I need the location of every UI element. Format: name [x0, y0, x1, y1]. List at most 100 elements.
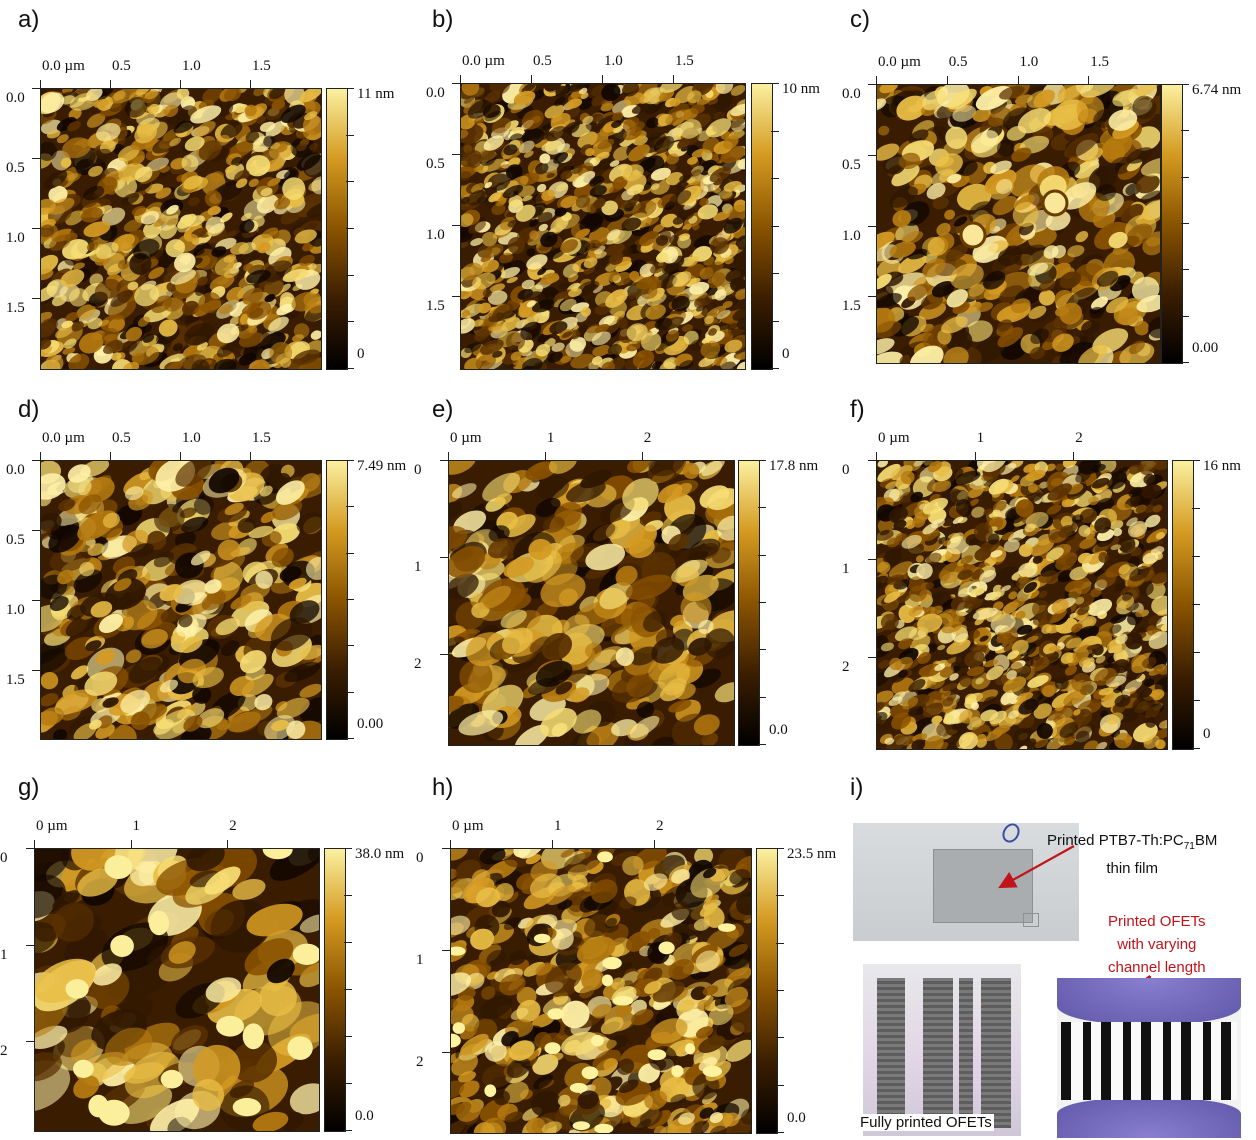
y-tick-label-f-1: 1: [842, 560, 850, 577]
colorbar-tick-h-1: [776, 895, 784, 896]
x-tick-label-b-1: 0.5: [533, 53, 552, 69]
ofet-caption-line3: channel length: [1108, 959, 1206, 976]
colorbar-tick-f-5: [1192, 700, 1200, 701]
y-tick-mark-g-0: [26, 848, 34, 849]
colorbar-tick-e-3: [758, 602, 766, 603]
x-tick-label-a-2: 1.0: [182, 58, 201, 74]
colorbar-tick-a-2: [346, 181, 354, 182]
colorbar-tick-e-6: [758, 744, 766, 745]
y-tick-mark-e-0: [440, 460, 448, 461]
y-tick-mark-b-1: [452, 154, 460, 155]
x-tick-label-d-2: 1.0: [182, 430, 201, 446]
x-tick-label-g-1: 1: [132, 818, 141, 834]
afm-panel-c: c) 0.0 µm 0.5 1.0 1.5 0.0 0.5 1.0 1.5 6.74 nm 0.00: [832, 0, 1256, 380]
x-tick-label-a-1: 0.5: [112, 58, 131, 74]
y-tick-label-b-1: 0.5: [426, 156, 445, 172]
afm-panel-f: f) 0 µm 1 2 0 1 2 16 nm 0: [832, 390, 1256, 750]
x-tick-label-c-0: 0.0 µm: [878, 54, 921, 70]
y-tick-mark-a-3: [32, 298, 40, 299]
panel-letter-f: f): [850, 396, 865, 423]
colorbar-max-d: 7.49 nm: [357, 458, 407, 474]
colorbar-max-f: 16 nm: [1203, 458, 1241, 474]
colorbar-tick-c-2: [1181, 177, 1189, 178]
afm-image-a: [40, 88, 322, 370]
x-tick-mark-h-2: [654, 840, 655, 848]
x-tick-mark-h-0: [450, 840, 451, 848]
colorbar-tick-a-3: [346, 228, 354, 229]
y-tick-mark-g-1: [26, 944, 34, 946]
x-tick-mark-b-0: [460, 75, 461, 83]
colorbar-tick-b-4: [771, 273, 779, 274]
colorbar-tick-c-6: [1181, 362, 1189, 363]
colorbar-max-e: 17.8 nm: [769, 458, 819, 474]
ofet-caption-line1: Printed OFETs: [1108, 913, 1206, 930]
colorbar-tick-d-3: [346, 599, 354, 600]
x-tick-mark-a-1: [110, 80, 111, 88]
x-tick-mark-d-0: [40, 452, 41, 460]
colorbar-tick-f-1: [1192, 508, 1200, 509]
y-tick-label-d-0: 0.0: [6, 462, 25, 478]
colorbar-tick-c-3: [1181, 223, 1189, 224]
colorbar-tick-h-5: [776, 1085, 784, 1086]
afm-panel-g: g) 0 µm 1 2 0 1 2 38.0 nm 0.0: [0, 768, 420, 1140]
colorbar-min-e: 0.0: [769, 722, 788, 738]
colorbar-tick-h-3: [776, 990, 784, 991]
x-tick-label-h-1: 1: [554, 818, 562, 834]
x-tick-label-c-3: 1.5: [1090, 54, 1109, 70]
x-tick-mark-e-1: [544, 452, 546, 460]
colorbar-b: [751, 83, 773, 370]
x-tick-label-g-0: 0 µm: [36, 818, 68, 834]
fully-printed-ofets-photo: [863, 964, 1021, 1136]
y-tick-mark-c-2: [868, 225, 876, 227]
y-tick-mark-g-2: [26, 1041, 34, 1043]
colorbar-tick-d-2: [346, 553, 354, 554]
afm-image-h: [450, 848, 752, 1134]
colorbar-tick-g-6: [344, 1130, 352, 1131]
colorbar-c: [1161, 84, 1183, 364]
colorbar-min-h: 0.0: [787, 1110, 806, 1126]
x-tick-mark-b-1: [531, 75, 532, 83]
y-tick-label-d-3: 1.5: [6, 672, 25, 688]
colorbar-tick-g-3: [344, 989, 352, 990]
x-tick-label-e-0: 0 µm: [450, 430, 482, 446]
x-tick-label-g-2: 2: [229, 818, 237, 834]
y-tick-mark-f-1: [868, 558, 876, 560]
x-tick-mark-a-2: [180, 80, 181, 88]
y-tick-mark-f-0: [868, 460, 876, 461]
x-tick-label-e-1: 1: [546, 430, 555, 446]
colorbar-tick-c-5: [1181, 316, 1189, 317]
y-tick-label-d-1: 0.5: [6, 532, 25, 548]
panel-letter-d: d): [18, 396, 40, 423]
colorbar-tick-g-0: [344, 848, 352, 849]
colorbar-tick-d-1: [346, 506, 354, 507]
panel-letter-b: b): [432, 6, 454, 33]
y-tick-label-h-2: 2: [416, 1054, 424, 1070]
colorbar-tick-d-4: [346, 645, 354, 646]
fully-printed-caption: Fully printed OFETs: [858, 1114, 994, 1131]
x-tick-label-c-2: 1.0: [1019, 54, 1039, 70]
colorbar-e: [738, 460, 760, 746]
colorbar-tick-h-2: [776, 943, 784, 944]
y-tick-label-b-3: 1.5: [426, 298, 445, 314]
colorbar-a: [326, 88, 348, 370]
colorbar-tick-b-1: [771, 131, 779, 132]
x-tick-label-f-0: 0 µm: [878, 430, 910, 446]
y-tick-mark-e-2: [440, 653, 448, 655]
x-tick-mark-f-2: [1073, 452, 1075, 460]
y-tick-mark-d-1: [32, 530, 40, 531]
x-tick-label-c-1: 0.5: [948, 54, 968, 70]
colorbar-min-c: 0.00: [1192, 340, 1219, 356]
afm-panel-e: e) 0 µm 1 2 0 1 2 17.8 nm 0.0: [414, 390, 834, 750]
colorbar-tick-d-6: [346, 738, 354, 739]
film-caption-text: Printed PTB7-Th:PC: [1047, 832, 1184, 849]
thin-film-photo: [853, 823, 1079, 941]
y-tick-mark-c-0: [868, 84, 876, 85]
film-caption-subscript: 71: [1183, 841, 1195, 852]
y-tick-mark-d-0: [32, 460, 40, 461]
y-tick-label-b-0: 0.0: [426, 85, 445, 101]
colorbar-tick-b-5: [771, 321, 779, 322]
x-tick-label-h-0: 0 µm: [452, 818, 484, 834]
y-tick-label-a-1: 0.5: [6, 160, 25, 176]
x-tick-mark-c-1: [946, 76, 948, 84]
panel-letter-a: a): [18, 6, 40, 33]
